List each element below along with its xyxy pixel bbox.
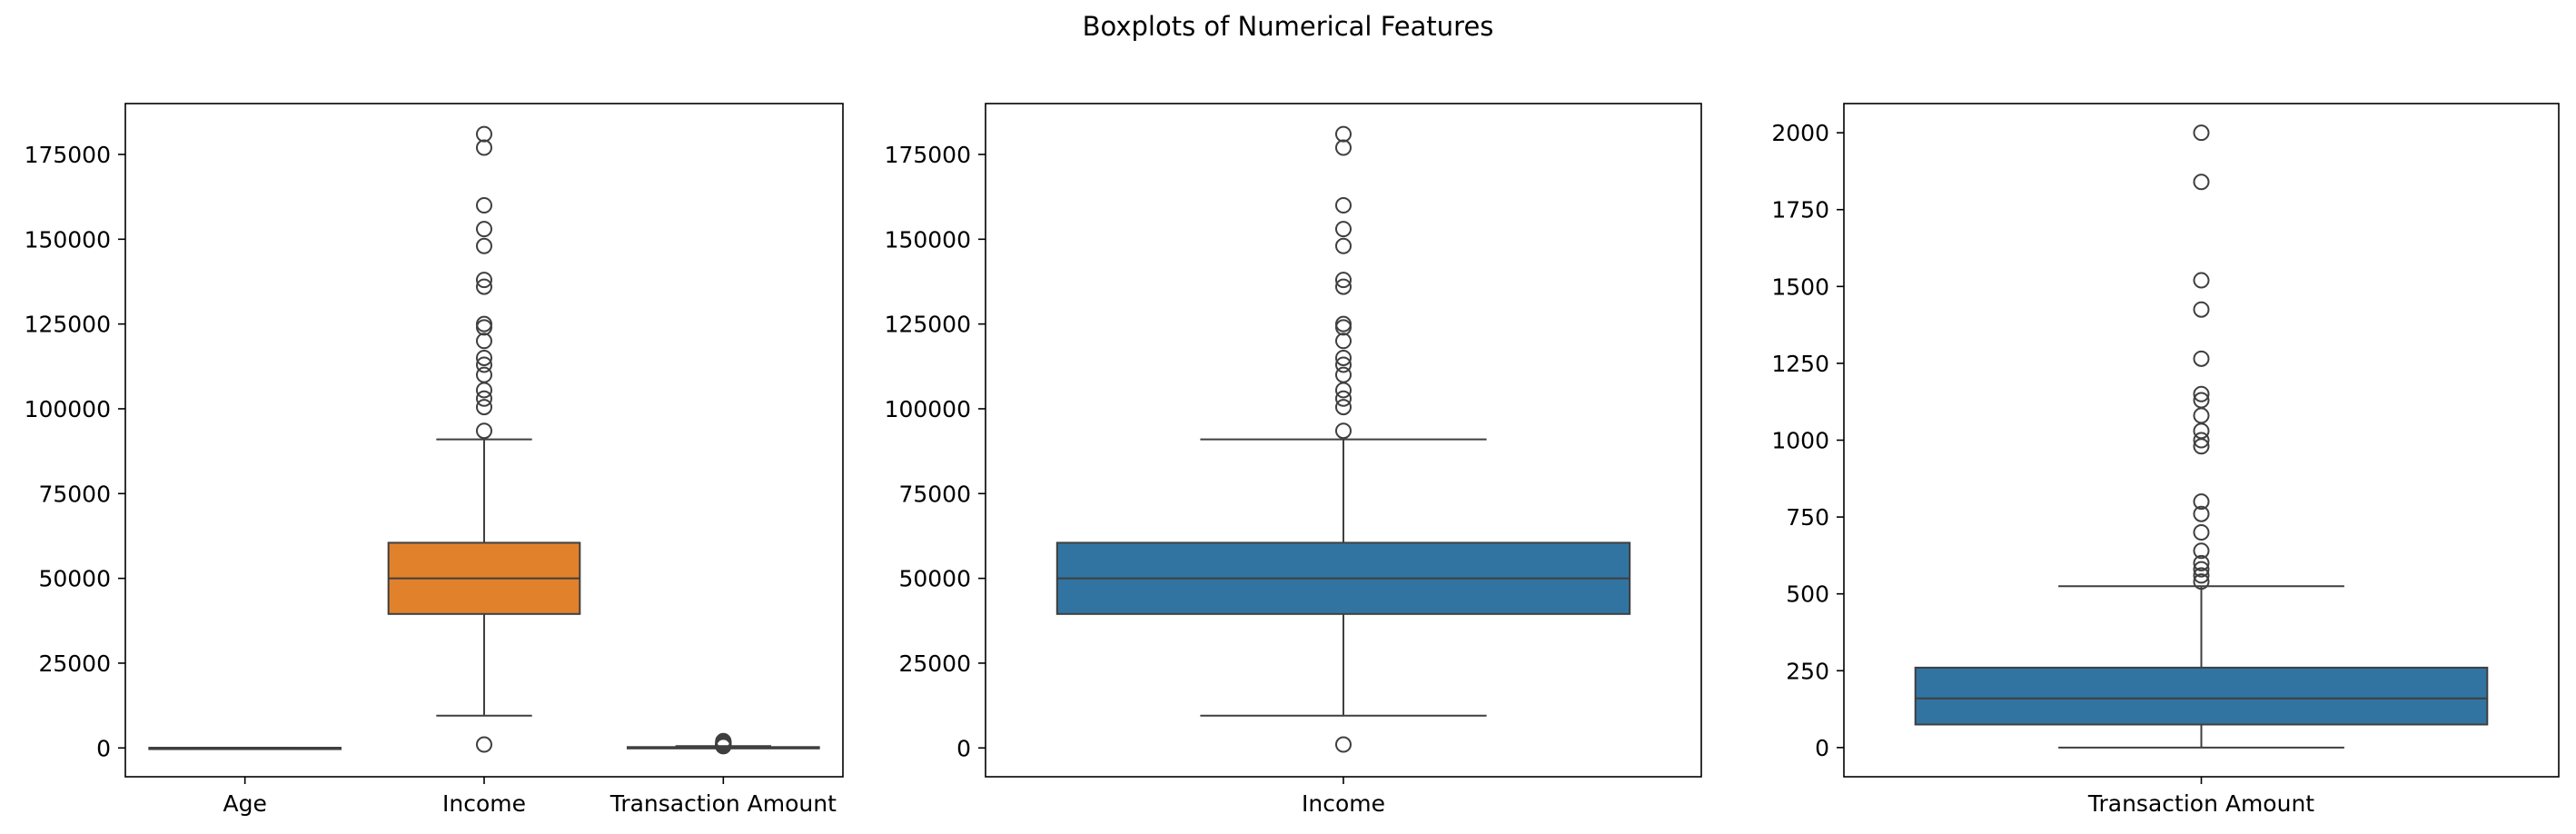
x-tick-label: Transaction Amount <box>2087 790 2314 817</box>
outlier-point <box>1335 736 1352 753</box>
y-tick-label: 75000 <box>38 481 111 507</box>
y-tick-label: 500 <box>1786 581 1829 608</box>
outlier-point <box>1335 399 1352 416</box>
outlier-point <box>1335 272 1352 289</box>
outlier-point <box>1335 366 1352 383</box>
outlier-point <box>2193 542 2210 560</box>
y-tick-label: 1000 <box>1771 428 1829 454</box>
outlier-point <box>476 366 492 383</box>
y-tick-label: 2000 <box>1771 120 1829 146</box>
axes-frame <box>1843 103 2560 778</box>
y-tick-label: 100000 <box>25 396 111 422</box>
outlier-point <box>2193 301 2210 318</box>
outlier-point <box>476 272 492 289</box>
outlier-point <box>1335 139 1352 156</box>
outlier-point <box>1335 315 1352 333</box>
y-tick-label: 1750 <box>1771 197 1829 223</box>
outlier-point <box>1335 382 1352 399</box>
y-tick-label: 0 <box>96 735 111 761</box>
outlier-point <box>476 278 492 295</box>
x-tick-label: Transaction Amount <box>609 790 837 817</box>
outlier-point <box>476 390 492 407</box>
outlier-point <box>2193 567 2210 584</box>
outlier-point <box>1335 237 1352 254</box>
outlier-point <box>2193 561 2210 578</box>
y-tick-label: 175000 <box>25 142 111 168</box>
outlier-point <box>476 196 492 213</box>
outlier-point <box>1335 278 1352 295</box>
outlier-point <box>476 315 492 333</box>
outlier-point <box>1335 333 1352 350</box>
y-tick-label: 150000 <box>885 226 971 253</box>
outlier-point <box>1335 422 1352 440</box>
x-tick-label: Income <box>1302 790 1385 817</box>
y-tick-label: 50000 <box>898 566 971 592</box>
y-tick-label: 75000 <box>898 481 971 507</box>
outlier-point <box>2193 573 2210 591</box>
y-tick-label: 1250 <box>1771 351 1829 377</box>
y-tick-label: 125000 <box>885 312 971 338</box>
outlier-point <box>1335 196 1352 213</box>
outlier-point <box>1335 221 1352 238</box>
y-tick-label: 25000 <box>38 650 111 677</box>
outlier-point <box>476 736 492 753</box>
outlier-point <box>476 319 492 336</box>
outlier-point <box>2193 124 2210 142</box>
y-tick-label: 25000 <box>898 650 971 677</box>
y-tick-label: 125000 <box>25 312 111 338</box>
outlier-point <box>2193 524 2210 541</box>
outlier-point <box>2193 272 2210 289</box>
outlier-point <box>476 221 492 238</box>
outlier-point <box>1335 349 1352 366</box>
axes-frame <box>985 103 1702 778</box>
y-tick-label: 50000 <box>38 566 111 592</box>
y-tick-label: 100000 <box>885 396 971 422</box>
outlier-point <box>476 356 492 373</box>
outlier-point <box>476 139 492 156</box>
outlier-point <box>476 399 492 416</box>
outlier-point <box>476 382 492 399</box>
outlier-point <box>715 732 732 750</box>
outlier-point <box>2193 422 2210 440</box>
y-tick-label: 750 <box>1786 504 1829 531</box>
outlier-point <box>476 333 492 350</box>
outlier-point <box>476 125 492 143</box>
y-tick-label: 0 <box>1815 735 1829 761</box>
box-iqr <box>1914 666 2489 726</box>
y-tick-label: 1500 <box>1771 273 1829 300</box>
y-tick-label: 250 <box>1786 658 1829 684</box>
outlier-point <box>2193 554 2210 571</box>
outlier-point <box>2193 505 2210 522</box>
y-tick-label: 0 <box>956 735 971 761</box>
outlier-point <box>1335 125 1352 143</box>
outlier-point <box>1335 356 1352 373</box>
outlier-point <box>1335 319 1352 336</box>
outlier-point <box>2193 174 2210 191</box>
outlier-point <box>2193 392 2210 409</box>
outlier-point <box>2193 385 2210 402</box>
figure-title: Boxplots of Numerical Features <box>1082 11 1494 42</box>
outlier-point <box>2193 407 2210 424</box>
x-tick-label: Income <box>442 790 526 817</box>
outlier-point <box>476 422 492 440</box>
outlier-point <box>1335 390 1352 407</box>
outlier-point <box>2193 432 2210 449</box>
outlier-point <box>2193 350 2210 367</box>
axes-frame <box>124 103 844 778</box>
x-tick-label: Age <box>223 790 266 817</box>
y-tick-label: 150000 <box>25 226 111 253</box>
outlier-point <box>476 237 492 254</box>
outlier-point <box>2193 493 2210 511</box>
outlier-point <box>476 349 492 366</box>
y-tick-label: 175000 <box>885 142 971 168</box>
